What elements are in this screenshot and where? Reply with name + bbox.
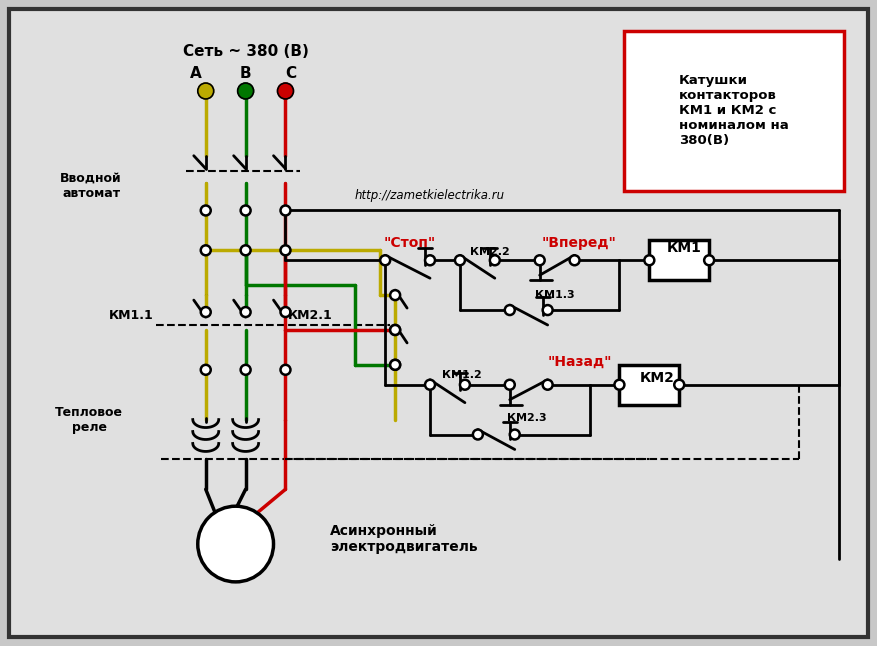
- Circle shape: [510, 430, 520, 439]
- Text: Асинхронный
электродвигатель: Асинхронный электродвигатель: [331, 524, 478, 554]
- Bar: [649, 240, 709, 280]
- Circle shape: [490, 255, 500, 266]
- Text: "Назад": "Назад": [547, 355, 612, 369]
- Circle shape: [281, 307, 290, 317]
- Circle shape: [425, 380, 435, 390]
- Text: С: С: [285, 66, 296, 81]
- Text: Сеть ~ 380 (В): Сеть ~ 380 (В): [182, 44, 309, 59]
- Text: КМ1.1: КМ1.1: [109, 309, 153, 322]
- Circle shape: [425, 255, 435, 266]
- Text: "Вперед": "Вперед": [542, 236, 617, 251]
- Circle shape: [645, 255, 654, 266]
- Circle shape: [240, 205, 251, 216]
- Circle shape: [390, 360, 400, 370]
- Circle shape: [704, 255, 714, 266]
- Circle shape: [460, 380, 470, 390]
- Text: Катушки
контакторов
КМ1 и КМ2 с
номиналом на
380(В): Катушки контакторов КМ1 и КМ2 с номинало…: [679, 74, 789, 147]
- Text: http://zametkielectrika.ru: http://zametkielectrika.ru: [355, 189, 505, 202]
- Circle shape: [390, 290, 400, 300]
- Text: КМ2: КМ2: [640, 371, 674, 385]
- Circle shape: [198, 506, 274, 582]
- Circle shape: [201, 245, 210, 255]
- Circle shape: [535, 255, 545, 266]
- Circle shape: [240, 307, 251, 317]
- Circle shape: [201, 365, 210, 375]
- Circle shape: [238, 83, 253, 99]
- Circle shape: [569, 255, 580, 266]
- Circle shape: [615, 380, 624, 390]
- Text: "Стоп": "Стоп": [384, 236, 436, 251]
- Circle shape: [505, 380, 515, 390]
- Bar: [619, 365, 679, 404]
- Circle shape: [390, 360, 400, 370]
- Text: В: В: [239, 66, 252, 81]
- Bar: [624, 31, 844, 191]
- Circle shape: [281, 205, 290, 216]
- Circle shape: [281, 245, 290, 255]
- Circle shape: [277, 83, 294, 99]
- Text: Вводной
автомат: Вводной автомат: [61, 172, 122, 200]
- Circle shape: [240, 245, 251, 255]
- Text: КМ2.1: КМ2.1: [288, 309, 332, 322]
- Text: КМ2.2: КМ2.2: [470, 247, 510, 257]
- Circle shape: [455, 255, 465, 266]
- Circle shape: [201, 307, 210, 317]
- Circle shape: [543, 380, 553, 390]
- Circle shape: [674, 380, 684, 390]
- Circle shape: [240, 365, 251, 375]
- Circle shape: [390, 325, 400, 335]
- Text: КМ1.2: КМ1.2: [442, 370, 481, 380]
- Circle shape: [543, 305, 553, 315]
- Text: А: А: [190, 66, 202, 81]
- Circle shape: [473, 430, 483, 439]
- Text: КМ1: КМ1: [667, 242, 702, 255]
- Circle shape: [505, 305, 515, 315]
- Text: КМ2.3: КМ2.3: [507, 413, 546, 422]
- Circle shape: [198, 83, 214, 99]
- Circle shape: [390, 325, 400, 335]
- Circle shape: [281, 365, 290, 375]
- Text: Тепловое
реле: Тепловое реле: [55, 406, 123, 433]
- Circle shape: [201, 205, 210, 216]
- Text: КМ1.3: КМ1.3: [535, 290, 574, 300]
- Circle shape: [381, 255, 390, 266]
